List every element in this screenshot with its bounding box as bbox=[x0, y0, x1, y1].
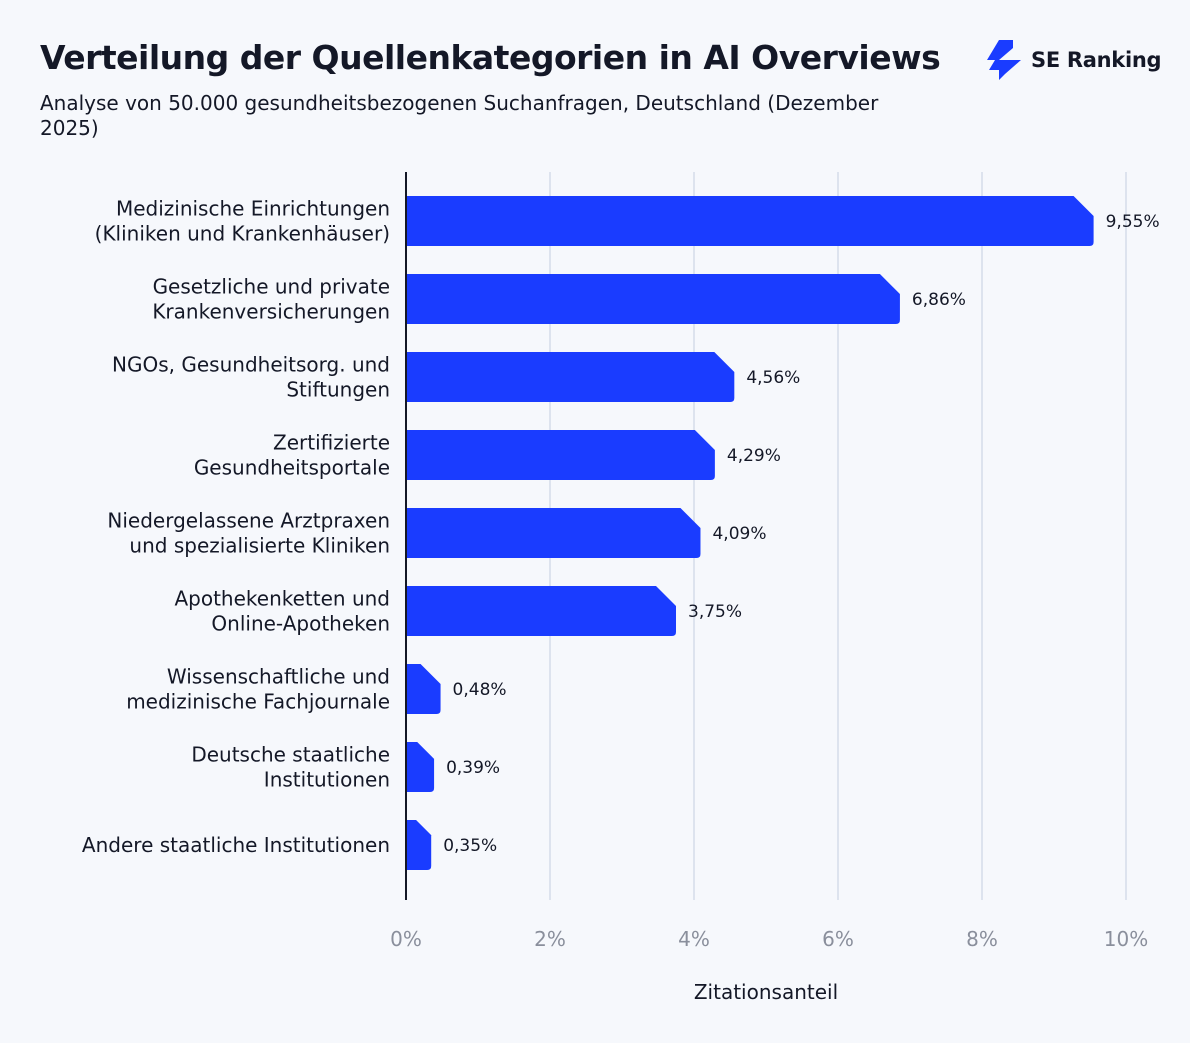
data-label: 3,75% bbox=[688, 602, 742, 622]
category-label-line: Wissenschaftliche und bbox=[167, 665, 390, 689]
data-label: 0,35% bbox=[443, 836, 497, 856]
bar bbox=[406, 352, 735, 402]
category-label-line: Gesetzliche und private bbox=[153, 275, 390, 299]
x-tick-label: 2% bbox=[534, 927, 566, 951]
x-tick-label: 8% bbox=[966, 927, 998, 951]
category-label: Andere staatliche Institutionen bbox=[82, 833, 390, 857]
data-label: 9,55% bbox=[1106, 212, 1160, 232]
category-label-line: Niedergelassene Arztpraxen bbox=[107, 509, 390, 533]
category-label: Apothekenketten und Online-Apotheken bbox=[174, 587, 390, 636]
category-label-line: und spezialisierte Kliniken bbox=[129, 534, 390, 558]
se-ranking-logo-icon bbox=[987, 40, 1021, 80]
data-label: 4,29% bbox=[727, 446, 781, 466]
chart-subtitle: Analyse von 50.000 gesundheitsbezogenen … bbox=[40, 91, 879, 140]
chart-title: Verteilung der Quellenkategorien in AI O… bbox=[40, 38, 941, 77]
category-label: NGOs, Gesundheitsorg. und Stiftungen bbox=[112, 353, 390, 402]
category-label-line: Zertifizierte bbox=[273, 431, 390, 455]
category-label-line: medizinische Fachjournale bbox=[126, 690, 390, 714]
category-label: Deutsche staatliche Institutionen bbox=[191, 743, 390, 792]
se-ranking-logo: SE Ranking bbox=[985, 40, 1162, 80]
category-label-line: Stiftungen bbox=[286, 378, 390, 402]
category-label-line: (Kliniken und Krankenhäuser) bbox=[95, 222, 390, 246]
bar bbox=[406, 742, 435, 792]
category-label: Gesetzliche und private Krankenversicheru… bbox=[152, 275, 390, 324]
bar bbox=[406, 274, 900, 324]
logo-text: SE Ranking bbox=[1031, 48, 1162, 72]
x-axis-title: Zitationsanteil bbox=[694, 980, 838, 1004]
data-label: 6,86% bbox=[912, 290, 966, 310]
category-label-line: Institutionen bbox=[264, 768, 390, 792]
data-label: 0,39% bbox=[446, 758, 500, 778]
category-label-line: Medizinische Einrichtungen bbox=[116, 197, 390, 221]
bar bbox=[406, 664, 441, 714]
x-tick-label: 0% bbox=[390, 927, 422, 951]
x-tick-label: 10% bbox=[1104, 927, 1148, 951]
category-label-line: Krankenversicherungen bbox=[152, 300, 390, 324]
category-label-line: Apothekenketten und bbox=[174, 587, 390, 611]
category-label: Zertifizierte Gesundheitsportale bbox=[194, 431, 390, 480]
bar bbox=[406, 508, 701, 558]
bar bbox=[406, 586, 676, 636]
category-label: Medizinische Einrichtungen (Kliniken und … bbox=[95, 197, 390, 246]
bar bbox=[406, 820, 432, 870]
x-tick-label: 6% bbox=[822, 927, 854, 951]
x-tick-label: 4% bbox=[678, 927, 710, 951]
data-label: 4,09% bbox=[712, 524, 766, 544]
category-label: Wissenschaftliche und medizinische Fachjo… bbox=[126, 665, 390, 714]
category-label-line: NGOs, Gesundheitsorg. und bbox=[112, 353, 390, 377]
data-label: 4,56% bbox=[746, 368, 800, 388]
category-label-line: Online-Apotheken bbox=[211, 612, 390, 636]
category-label-line: Andere staatliche Institutionen bbox=[82, 833, 390, 857]
bar bbox=[406, 430, 715, 480]
bar bbox=[406, 196, 1094, 246]
category-label: Niedergelassene Arztpraxen und spezialisi… bbox=[107, 509, 390, 558]
data-label: 0,48% bbox=[453, 680, 507, 700]
category-label-line: Deutsche staatliche bbox=[191, 743, 390, 767]
category-label-line: Gesundheitsportale bbox=[194, 456, 390, 480]
